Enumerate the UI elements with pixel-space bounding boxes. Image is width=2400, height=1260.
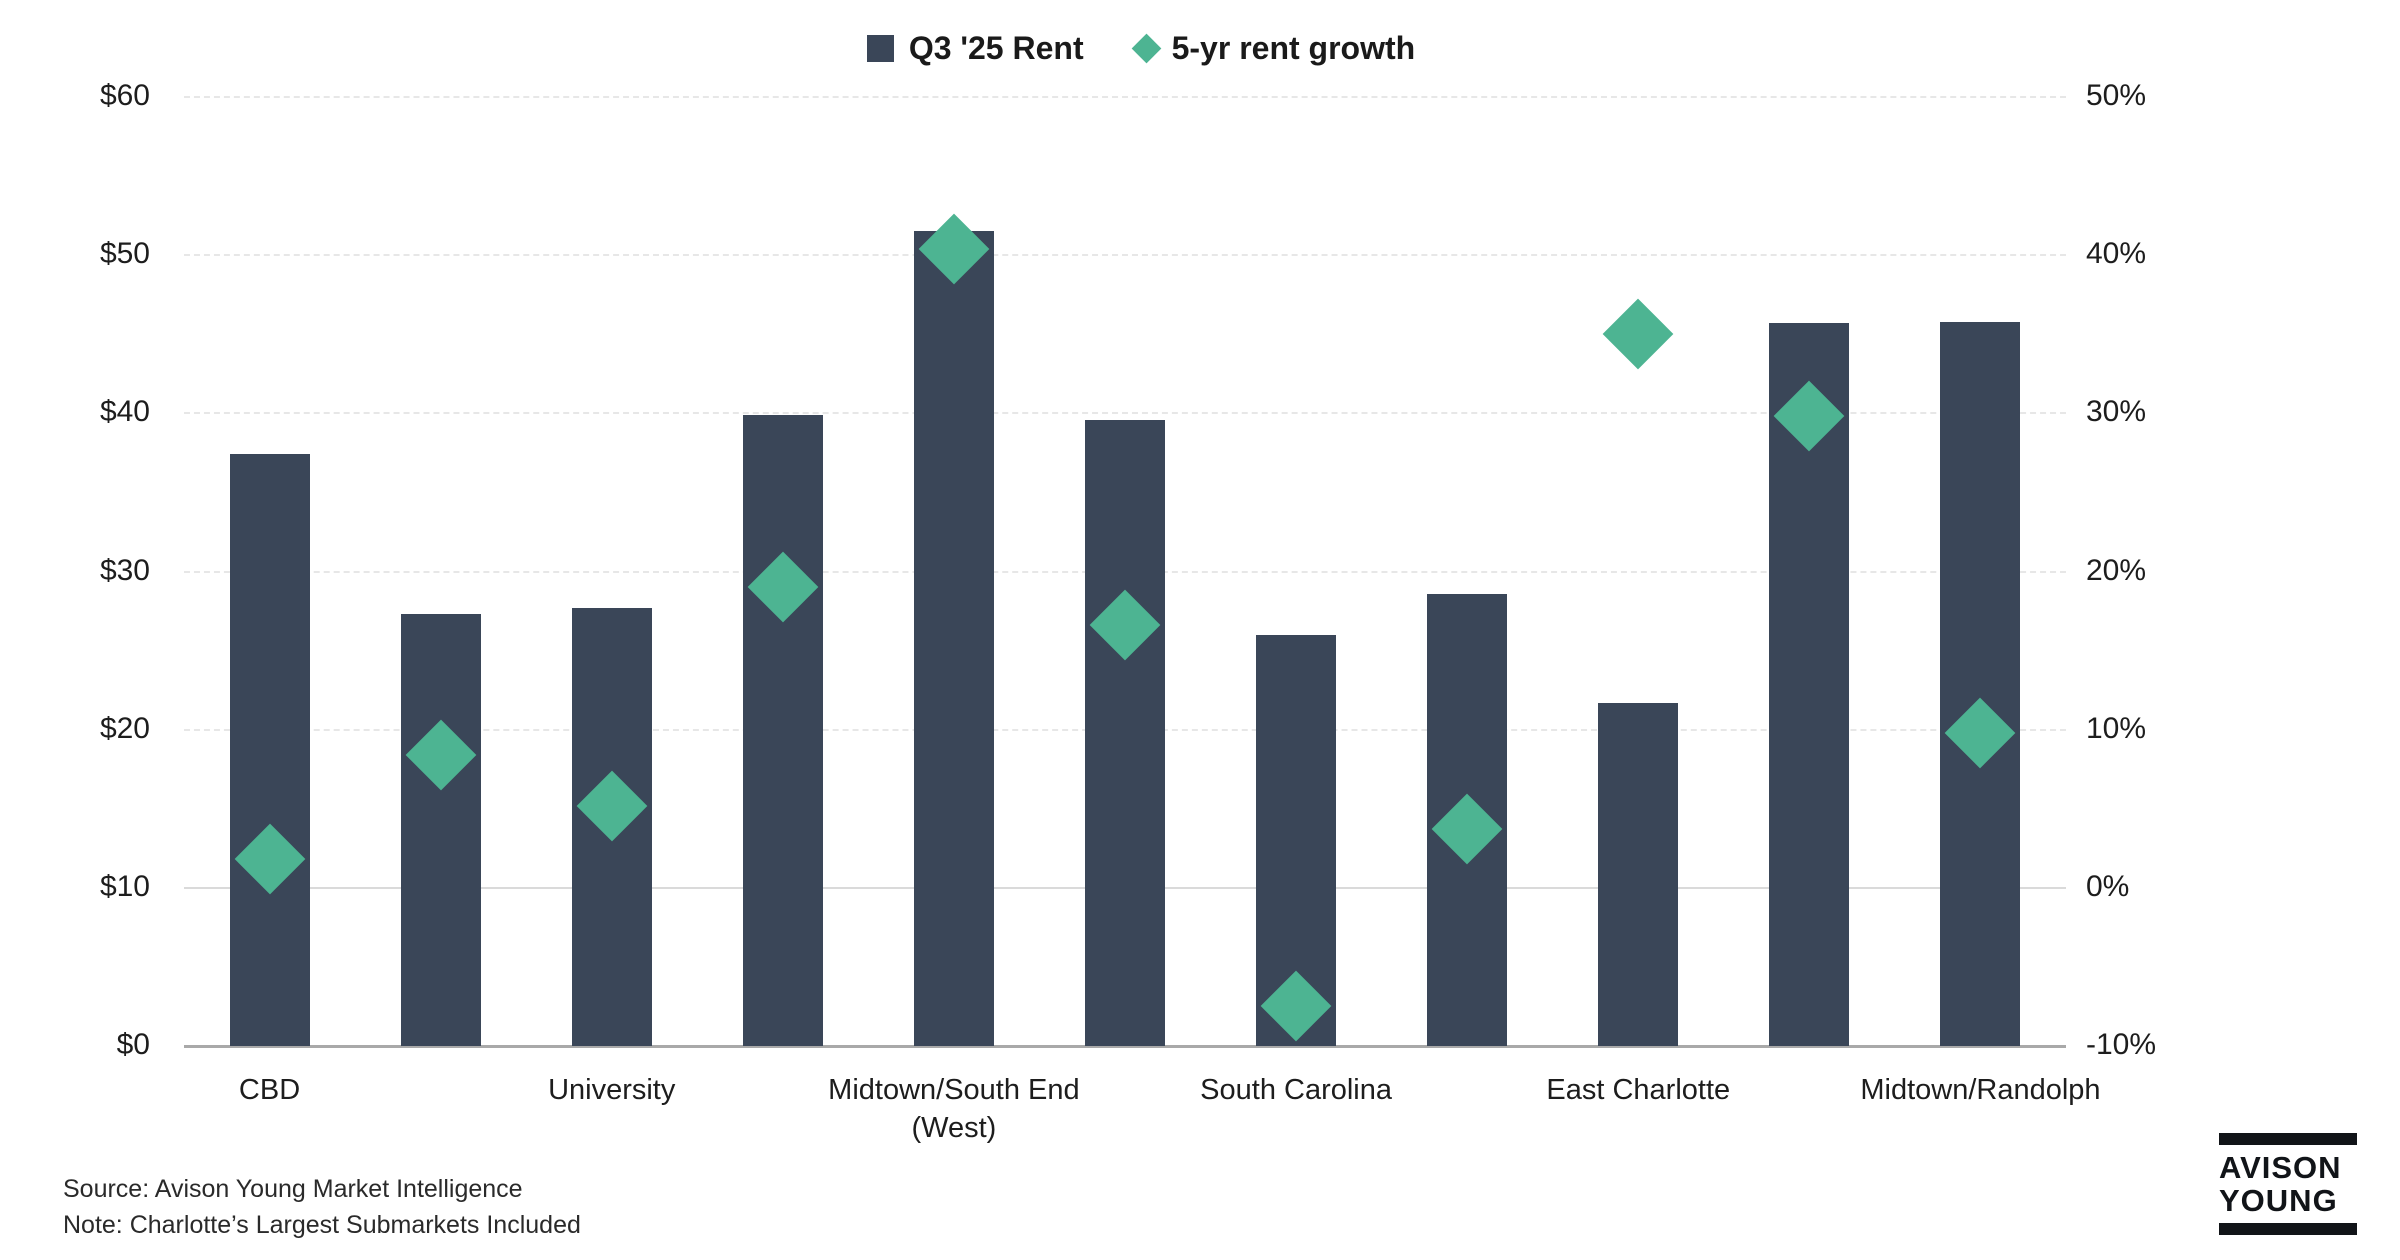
- logo-word-young: YOUNG: [2219, 1183, 2338, 1219]
- gridline: [184, 1045, 2066, 1048]
- right-axis-tick: 20%: [2086, 553, 2147, 587]
- bar-series-swatch-icon: [866, 35, 894, 62]
- legend-label-growth: 5-yr rent growth: [1171, 30, 1416, 66]
- note-line: Note: Charlotte’s Largest Submarkets Inc…: [63, 1210, 581, 1239]
- gridline: [184, 412, 2066, 415]
- bar: [742, 414, 823, 1046]
- bar: [400, 614, 481, 1046]
- left-axis-tick: $60: [99, 79, 150, 112]
- logo-wordmark: AVISON YOUNG: [2219, 1145, 2357, 1223]
- bar: [229, 454, 310, 1046]
- bar: [1085, 419, 1165, 1046]
- gridline: [184, 254, 2066, 257]
- legend-item-rent: Q3 '25 Rent: [866, 30, 1084, 67]
- logo-bottom-bar: [2219, 1222, 2357, 1235]
- plot-area: [184, 96, 2066, 1048]
- x-axis-label: Midtown/Randolph: [1860, 1074, 2101, 1106]
- left-axis-tick: $20: [99, 711, 150, 745]
- x-axis-label: University: [548, 1074, 676, 1106]
- left-axis-tick: $50: [99, 237, 150, 271]
- left-axis-tick: $10: [99, 869, 150, 903]
- left-axis-tick: $0: [116, 1028, 150, 1061]
- gridline: [184, 96, 2066, 98]
- x-axis-label: East Charlotte: [1546, 1074, 1731, 1106]
- right-axis-tick: 50%: [2086, 79, 2147, 112]
- logo-word-avison: AVISON: [2219, 1150, 2342, 1185]
- right-axis-tick: 30%: [2086, 395, 2147, 429]
- bar: [1598, 702, 1679, 1046]
- source-line: Source: Avison Young Market Intelligence: [63, 1175, 523, 1203]
- legend-item-growth: 5-yr rent growth: [1131, 30, 1416, 67]
- right-axis-tick: 40%: [2086, 237, 2147, 271]
- right-axis-tick: 10%: [2086, 711, 2147, 745]
- left-axis-tick: $40: [99, 395, 150, 429]
- right-axis-tick: 0%: [2086, 869, 2130, 903]
- logo-top-bar: [2219, 1133, 2357, 1145]
- chart-legend: Q3 '25 Rent 5-yr rent growth: [0, 30, 2341, 67]
- x-axis-label: Midtown/South End (West): [828, 1074, 1080, 1144]
- diamond-series-swatch-icon: [1131, 33, 1161, 64]
- x-axis-label: CBD: [238, 1074, 301, 1106]
- source-note: Source: Avison Young Market Intelligence…: [63, 1172, 581, 1243]
- bar: [1940, 321, 2021, 1046]
- avison-young-logo: AVISON YOUNG: [2219, 1133, 2357, 1235]
- right-axis-tick: -10%: [2086, 1028, 2157, 1061]
- left-axis-tick: $30: [99, 553, 150, 587]
- bar: [913, 231, 994, 1046]
- x-axis-label: South Carolina: [1200, 1074, 1392, 1106]
- diamond-marker: [1602, 298, 1674, 370]
- legend-label-rent: Q3 '25 Rent: [908, 30, 1084, 66]
